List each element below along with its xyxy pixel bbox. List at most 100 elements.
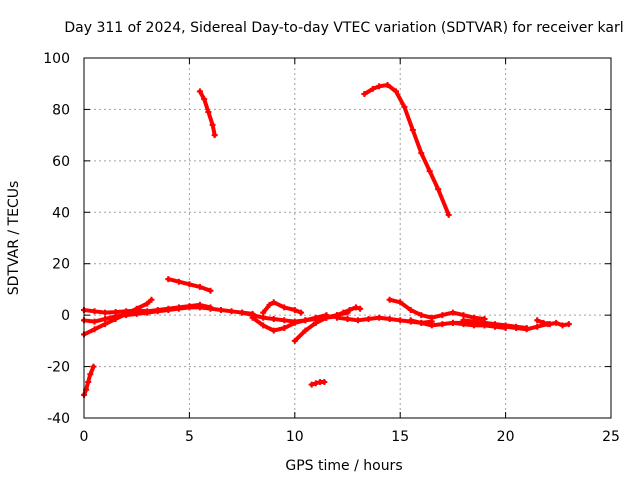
x-tick-label: 0 [80,429,89,445]
x-axis-label: GPS time / hours [285,458,402,474]
x-tick-label: 25 [602,429,620,445]
data-point [270,327,277,334]
data-point [439,321,446,328]
data-point [312,380,319,387]
data-point [91,318,98,325]
data-point [361,91,368,97]
data-point [409,127,416,133]
data-point [123,312,130,319]
series-arc-18-22 [449,319,551,333]
data-point [534,323,541,330]
data-point [355,317,362,324]
data-point [196,304,203,311]
y-tick-label: 40 [52,205,70,221]
data-point [281,304,288,311]
y-tick-label: 100 [43,51,70,67]
data-point [91,308,98,315]
series-arc-8-10-up [260,299,305,316]
series-line [450,320,550,332]
data-point [445,211,452,218]
data-point [418,312,425,319]
series-arc-mid-4-6 [165,276,214,294]
data-point [211,132,218,139]
data-point [534,317,541,324]
data-point [407,307,414,313]
series-line [197,89,217,138]
series-arc-flat-3-8 [144,304,256,317]
data-point [352,304,359,311]
data-point [344,316,351,322]
data-point [291,307,298,313]
data-point [492,322,499,329]
data-point [175,305,182,312]
data-point [392,88,399,95]
data-point [209,121,216,128]
data-point [340,309,347,316]
x-tick-label: 20 [497,429,515,445]
data-point [302,327,309,334]
data-point [207,287,214,294]
data-point [435,186,442,193]
series-arc-8-12-flat [239,309,340,325]
series-line [240,310,339,324]
data-point [449,309,456,316]
data-point [102,316,109,322]
data-point [196,283,203,290]
data-point [460,312,467,319]
data-point [384,82,391,88]
data-point [228,308,235,315]
y-tick-label: -40 [47,411,70,427]
data-point [112,313,119,320]
x-tick-label: 15 [391,429,409,445]
y-axis-label: SDTVAR / TECUs [6,181,22,296]
data-point [270,316,277,322]
data-point [186,304,193,311]
series-line [362,83,451,217]
data-point [407,317,414,324]
y-tick-label: 60 [52,154,70,170]
data-point [260,309,267,316]
data-point [546,321,553,328]
data-point [565,321,572,328]
data-point [426,168,433,175]
data-point [102,309,109,316]
y-tick-label: -20 [47,360,70,376]
data-point [260,322,267,329]
series-arc-14-19 [386,296,488,322]
data-point [376,83,383,90]
data-point [333,314,340,321]
y-tick-label: 80 [52,102,70,118]
data-point [281,325,288,331]
data-point [481,322,488,329]
data-point [249,312,256,319]
data-point [281,317,288,324]
data-point [449,319,456,326]
data-point [418,319,425,326]
data-point [401,103,408,110]
data-point [298,309,305,316]
series-arc-high-early [196,88,218,139]
data-point [470,322,477,329]
data-series [81,82,572,398]
series-arc-neg-11 [308,379,328,388]
y-tick-label: 0 [61,308,70,324]
data-point [218,307,225,313]
data-point [91,326,98,333]
data-point [418,150,425,157]
data-point [386,316,393,322]
series-arc-high-13-17 [361,82,452,218]
data-point [365,316,372,322]
series-arc-early-neg [81,363,97,398]
data-point [553,319,560,326]
data-point [540,319,547,326]
data-point [85,379,92,385]
chart-title: Day 311 of 2024, Sidereal Day-to-day VTE… [64,20,623,36]
data-point [302,317,309,324]
data-point [102,321,109,328]
data-point [175,278,182,285]
data-point [154,308,161,315]
data-point [186,281,193,288]
data-point [207,305,214,312]
